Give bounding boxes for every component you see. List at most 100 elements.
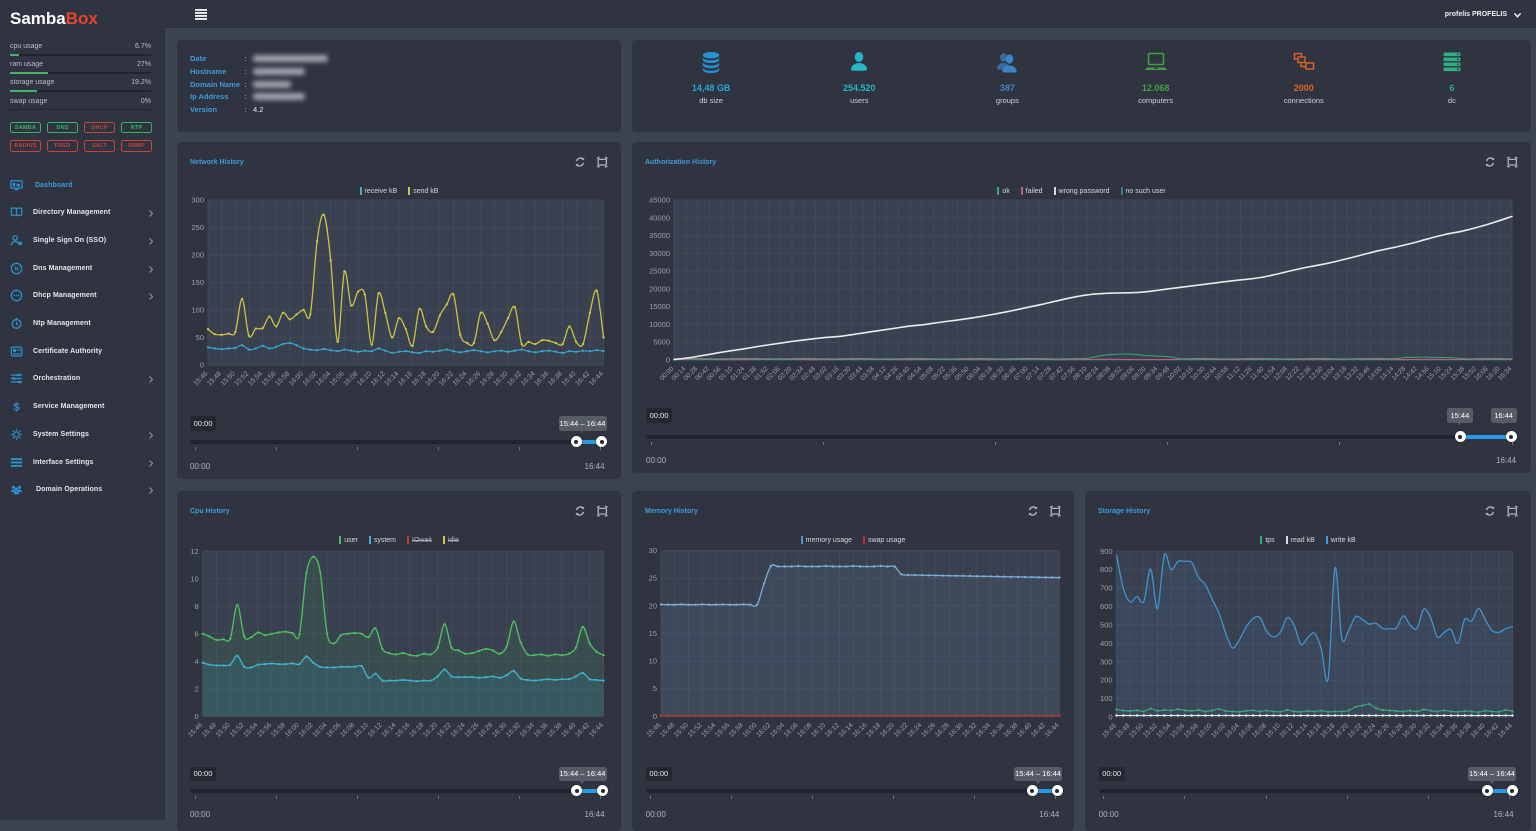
- svg-text:16:14: 16:14: [381, 722, 398, 739]
- svg-text:16:16: 16:16: [851, 722, 868, 739]
- svg-text:15:56: 15:56: [256, 722, 273, 739]
- svg-text:16:34: 16:34: [520, 370, 537, 387]
- svg-text:800: 800: [1100, 565, 1113, 574]
- svg-text:16:36: 16:36: [533, 722, 550, 739]
- svg-text:16:22: 16:22: [1347, 722, 1364, 739]
- svg-text:16:42: 16:42: [1030, 722, 1047, 739]
- svg-text:15:56: 15:56: [261, 370, 278, 387]
- svg-text:300: 300: [1100, 657, 1113, 666]
- svg-text:16:28: 16:28: [1388, 722, 1405, 739]
- svg-text:0: 0: [200, 361, 204, 370]
- svg-text:16:16: 16:16: [397, 370, 414, 387]
- svg-text:16:28: 16:28: [934, 722, 951, 739]
- svg-text:100: 100: [1100, 694, 1113, 703]
- svg-text:15:56: 15:56: [714, 722, 731, 739]
- svg-text:16:10: 16:10: [810, 722, 827, 739]
- svg-text:16:38: 16:38: [1003, 722, 1020, 739]
- svg-text:10000: 10000: [649, 320, 670, 329]
- svg-text:2: 2: [195, 684, 199, 693]
- svg-text:15:58: 15:58: [1183, 722, 1200, 739]
- svg-text:16:38: 16:38: [547, 370, 564, 387]
- svg-text:15:46: 15:46: [187, 722, 204, 739]
- svg-text:16:18: 16:18: [411, 370, 428, 387]
- svg-text:16:44: 16:44: [588, 722, 605, 739]
- svg-text:16:18: 16:18: [408, 722, 425, 739]
- svg-text:500: 500: [1100, 620, 1113, 629]
- svg-text:16:02: 16:02: [302, 370, 319, 387]
- svg-text:15:52: 15:52: [1142, 722, 1159, 739]
- svg-text:15:48: 15:48: [1115, 722, 1132, 739]
- svg-text:16:40: 16:40: [560, 722, 577, 739]
- svg-text:40000: 40000: [649, 213, 670, 222]
- svg-text:16:36: 16:36: [533, 370, 550, 387]
- svg-text:15: 15: [649, 629, 657, 638]
- svg-text:16:20: 16:20: [422, 722, 439, 739]
- svg-text:16:12: 16:12: [824, 722, 841, 739]
- svg-text:30: 30: [649, 546, 657, 555]
- svg-text:16:44: 16:44: [1497, 722, 1514, 739]
- svg-text:30000: 30000: [649, 249, 670, 258]
- svg-text:16:30: 16:30: [948, 722, 965, 739]
- svg-text:10: 10: [649, 657, 657, 666]
- svg-text:15:50: 15:50: [673, 722, 690, 739]
- svg-text:16:38: 16:38: [546, 722, 563, 739]
- svg-text:16:34: 16:34: [975, 722, 992, 739]
- svg-text:0: 0: [1108, 713, 1112, 722]
- svg-text:0: 0: [195, 712, 199, 721]
- svg-text:16:12: 16:12: [1278, 722, 1295, 739]
- svg-text:15:50: 15:50: [215, 722, 232, 739]
- svg-text:20: 20: [649, 601, 657, 610]
- svg-text:12: 12: [190, 547, 198, 556]
- svg-text:16:00: 16:00: [284, 722, 301, 739]
- svg-text:5000: 5000: [653, 338, 670, 347]
- svg-text:15:54: 15:54: [247, 370, 264, 387]
- svg-text:16:18: 16:18: [865, 722, 882, 739]
- svg-text:15:48: 15:48: [206, 370, 223, 387]
- svg-text:16:30: 16:30: [492, 370, 509, 387]
- svg-text:200: 200: [1100, 676, 1113, 685]
- svg-text:400: 400: [1100, 639, 1113, 648]
- svg-text:16:02: 16:02: [755, 722, 772, 739]
- svg-text:100: 100: [191, 306, 204, 315]
- svg-text:16:26: 16:26: [1374, 722, 1391, 739]
- svg-text:900: 900: [1100, 547, 1113, 556]
- svg-text:16:14: 16:14: [383, 370, 400, 387]
- svg-text:16:20: 16:20: [424, 370, 441, 387]
- svg-text:16:08: 16:08: [797, 722, 814, 739]
- svg-text:8: 8: [195, 602, 199, 611]
- svg-text:15:52: 15:52: [687, 722, 704, 739]
- svg-text:16:24: 16:24: [906, 722, 923, 739]
- svg-text:16:42: 16:42: [1483, 722, 1500, 739]
- svg-text:16:14: 16:14: [838, 722, 855, 739]
- svg-text:25000: 25000: [649, 267, 670, 276]
- svg-text:25: 25: [649, 574, 657, 583]
- svg-text:15:58: 15:58: [274, 370, 291, 387]
- svg-text:16:12: 16:12: [367, 722, 384, 739]
- svg-text:700: 700: [1100, 584, 1113, 593]
- svg-text:16:22: 16:22: [893, 722, 910, 739]
- svg-text:16:34: 16:34: [1429, 722, 1446, 739]
- svg-text:0: 0: [653, 712, 657, 721]
- svg-text:16:20: 16:20: [1333, 722, 1350, 739]
- svg-text:16:14: 16:14: [1292, 722, 1309, 739]
- svg-text:16:24: 16:24: [1360, 722, 1377, 739]
- svg-text:16:10: 16:10: [353, 722, 370, 739]
- svg-text:16:06: 16:06: [329, 370, 346, 387]
- svg-text:15:52: 15:52: [229, 722, 246, 739]
- svg-text:35000: 35000: [649, 231, 670, 240]
- svg-text:$: $: [13, 401, 20, 413]
- svg-text:16:12: 16:12: [370, 370, 387, 387]
- svg-text:16:42: 16:42: [574, 370, 591, 387]
- svg-text:16:26: 16:26: [464, 722, 481, 739]
- svg-text:16:00: 16:00: [1197, 722, 1214, 739]
- svg-text:16:22: 16:22: [438, 370, 455, 387]
- svg-text:16:20: 16:20: [879, 722, 896, 739]
- svg-text:15:50: 15:50: [1128, 722, 1145, 739]
- svg-text:200: 200: [191, 251, 204, 260]
- svg-text:15:46: 15:46: [645, 722, 662, 739]
- svg-text:15:54: 15:54: [700, 722, 717, 739]
- svg-text:16:30: 16:30: [1401, 722, 1418, 739]
- svg-text:15:52: 15:52: [233, 370, 250, 387]
- svg-text:N: N: [14, 266, 18, 272]
- svg-text:16:38: 16:38: [1456, 722, 1473, 739]
